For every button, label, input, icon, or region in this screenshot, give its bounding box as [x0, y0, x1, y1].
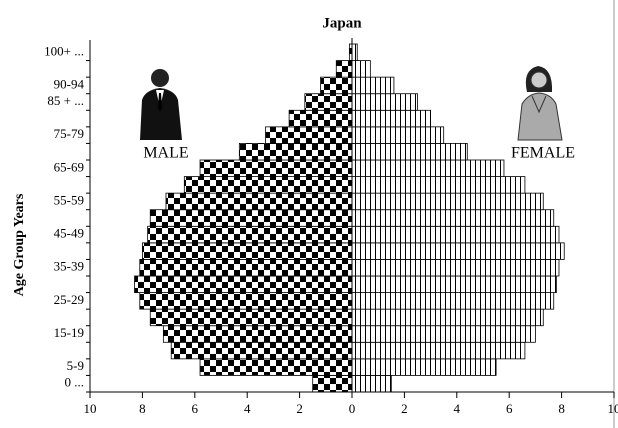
y-tick-label: 25-29	[54, 292, 84, 307]
bar	[199, 159, 353, 177]
bar	[351, 109, 431, 128]
x-tick-label: 8	[139, 401, 146, 416]
chart-title: Japan	[322, 15, 362, 31]
bar	[288, 109, 353, 128]
bar	[199, 358, 353, 376]
male-icon	[140, 69, 182, 140]
bar	[351, 76, 395, 95]
y-tick-label: 55-59	[54, 192, 84, 207]
bar	[183, 176, 353, 194]
bar	[351, 43, 358, 61]
bar	[139, 259, 353, 277]
x-tick-label: 0	[349, 401, 356, 416]
y-tick-label: 0 ...	[65, 375, 85, 390]
x-tick-label: 4	[454, 401, 461, 416]
bar	[351, 143, 468, 161]
bar	[351, 225, 560, 244]
bar	[351, 60, 371, 78]
bar	[139, 292, 353, 310]
bar	[165, 192, 353, 211]
bar	[351, 209, 555, 227]
bar	[149, 209, 353, 227]
bar	[149, 308, 353, 327]
bar	[141, 242, 353, 260]
bar	[304, 93, 353, 111]
bar	[312, 375, 353, 393]
y-axis-title: Age Group Years	[12, 193, 27, 296]
bar	[351, 192, 544, 211]
y-tick-label: 75-79	[54, 126, 84, 141]
y-tick-label: 100+ ...	[44, 43, 84, 58]
bar	[351, 375, 392, 393]
y-tick-label: 90-94	[54, 76, 85, 91]
x-tick-label: 6	[506, 401, 513, 416]
bar	[170, 341, 353, 360]
bar	[351, 325, 536, 343]
x-tick-label: 6	[192, 401, 199, 416]
bar	[147, 225, 353, 244]
female-label: FEMALE	[511, 145, 575, 162]
x-tick-label: 10	[84, 401, 97, 416]
bar	[238, 143, 353, 161]
y-tick-label: 5-9	[67, 358, 84, 373]
bar	[162, 325, 353, 343]
y-tick-label: 45-49	[54, 226, 84, 241]
bar	[335, 60, 353, 78]
bar	[265, 126, 353, 144]
y-tick-label: 85 + ...	[47, 93, 84, 108]
x-tick-label: 8	[558, 401, 565, 416]
bar	[351, 242, 565, 260]
y-tick-label: 15-19	[54, 325, 84, 340]
y-tick-label: 65-69	[54, 159, 84, 174]
x-tick-label: 2	[296, 401, 303, 416]
female-icon	[517, 66, 563, 141]
male-label: MALE	[143, 145, 188, 162]
bar	[351, 176, 526, 194]
bar	[351, 126, 445, 144]
x-tick-label: 4	[244, 401, 251, 416]
bar	[351, 358, 497, 376]
bar	[351, 308, 544, 327]
x-tick-label: 2	[401, 401, 408, 416]
bar	[351, 93, 418, 111]
bar	[134, 275, 353, 293]
y-tick-label: 35-39	[54, 259, 84, 274]
bar	[320, 76, 353, 95]
bar	[351, 275, 557, 293]
bar	[351, 292, 555, 310]
bar	[351, 341, 526, 360]
bar	[351, 259, 560, 277]
x-tick-label: 10	[608, 401, 618, 416]
bar	[351, 159, 505, 177]
